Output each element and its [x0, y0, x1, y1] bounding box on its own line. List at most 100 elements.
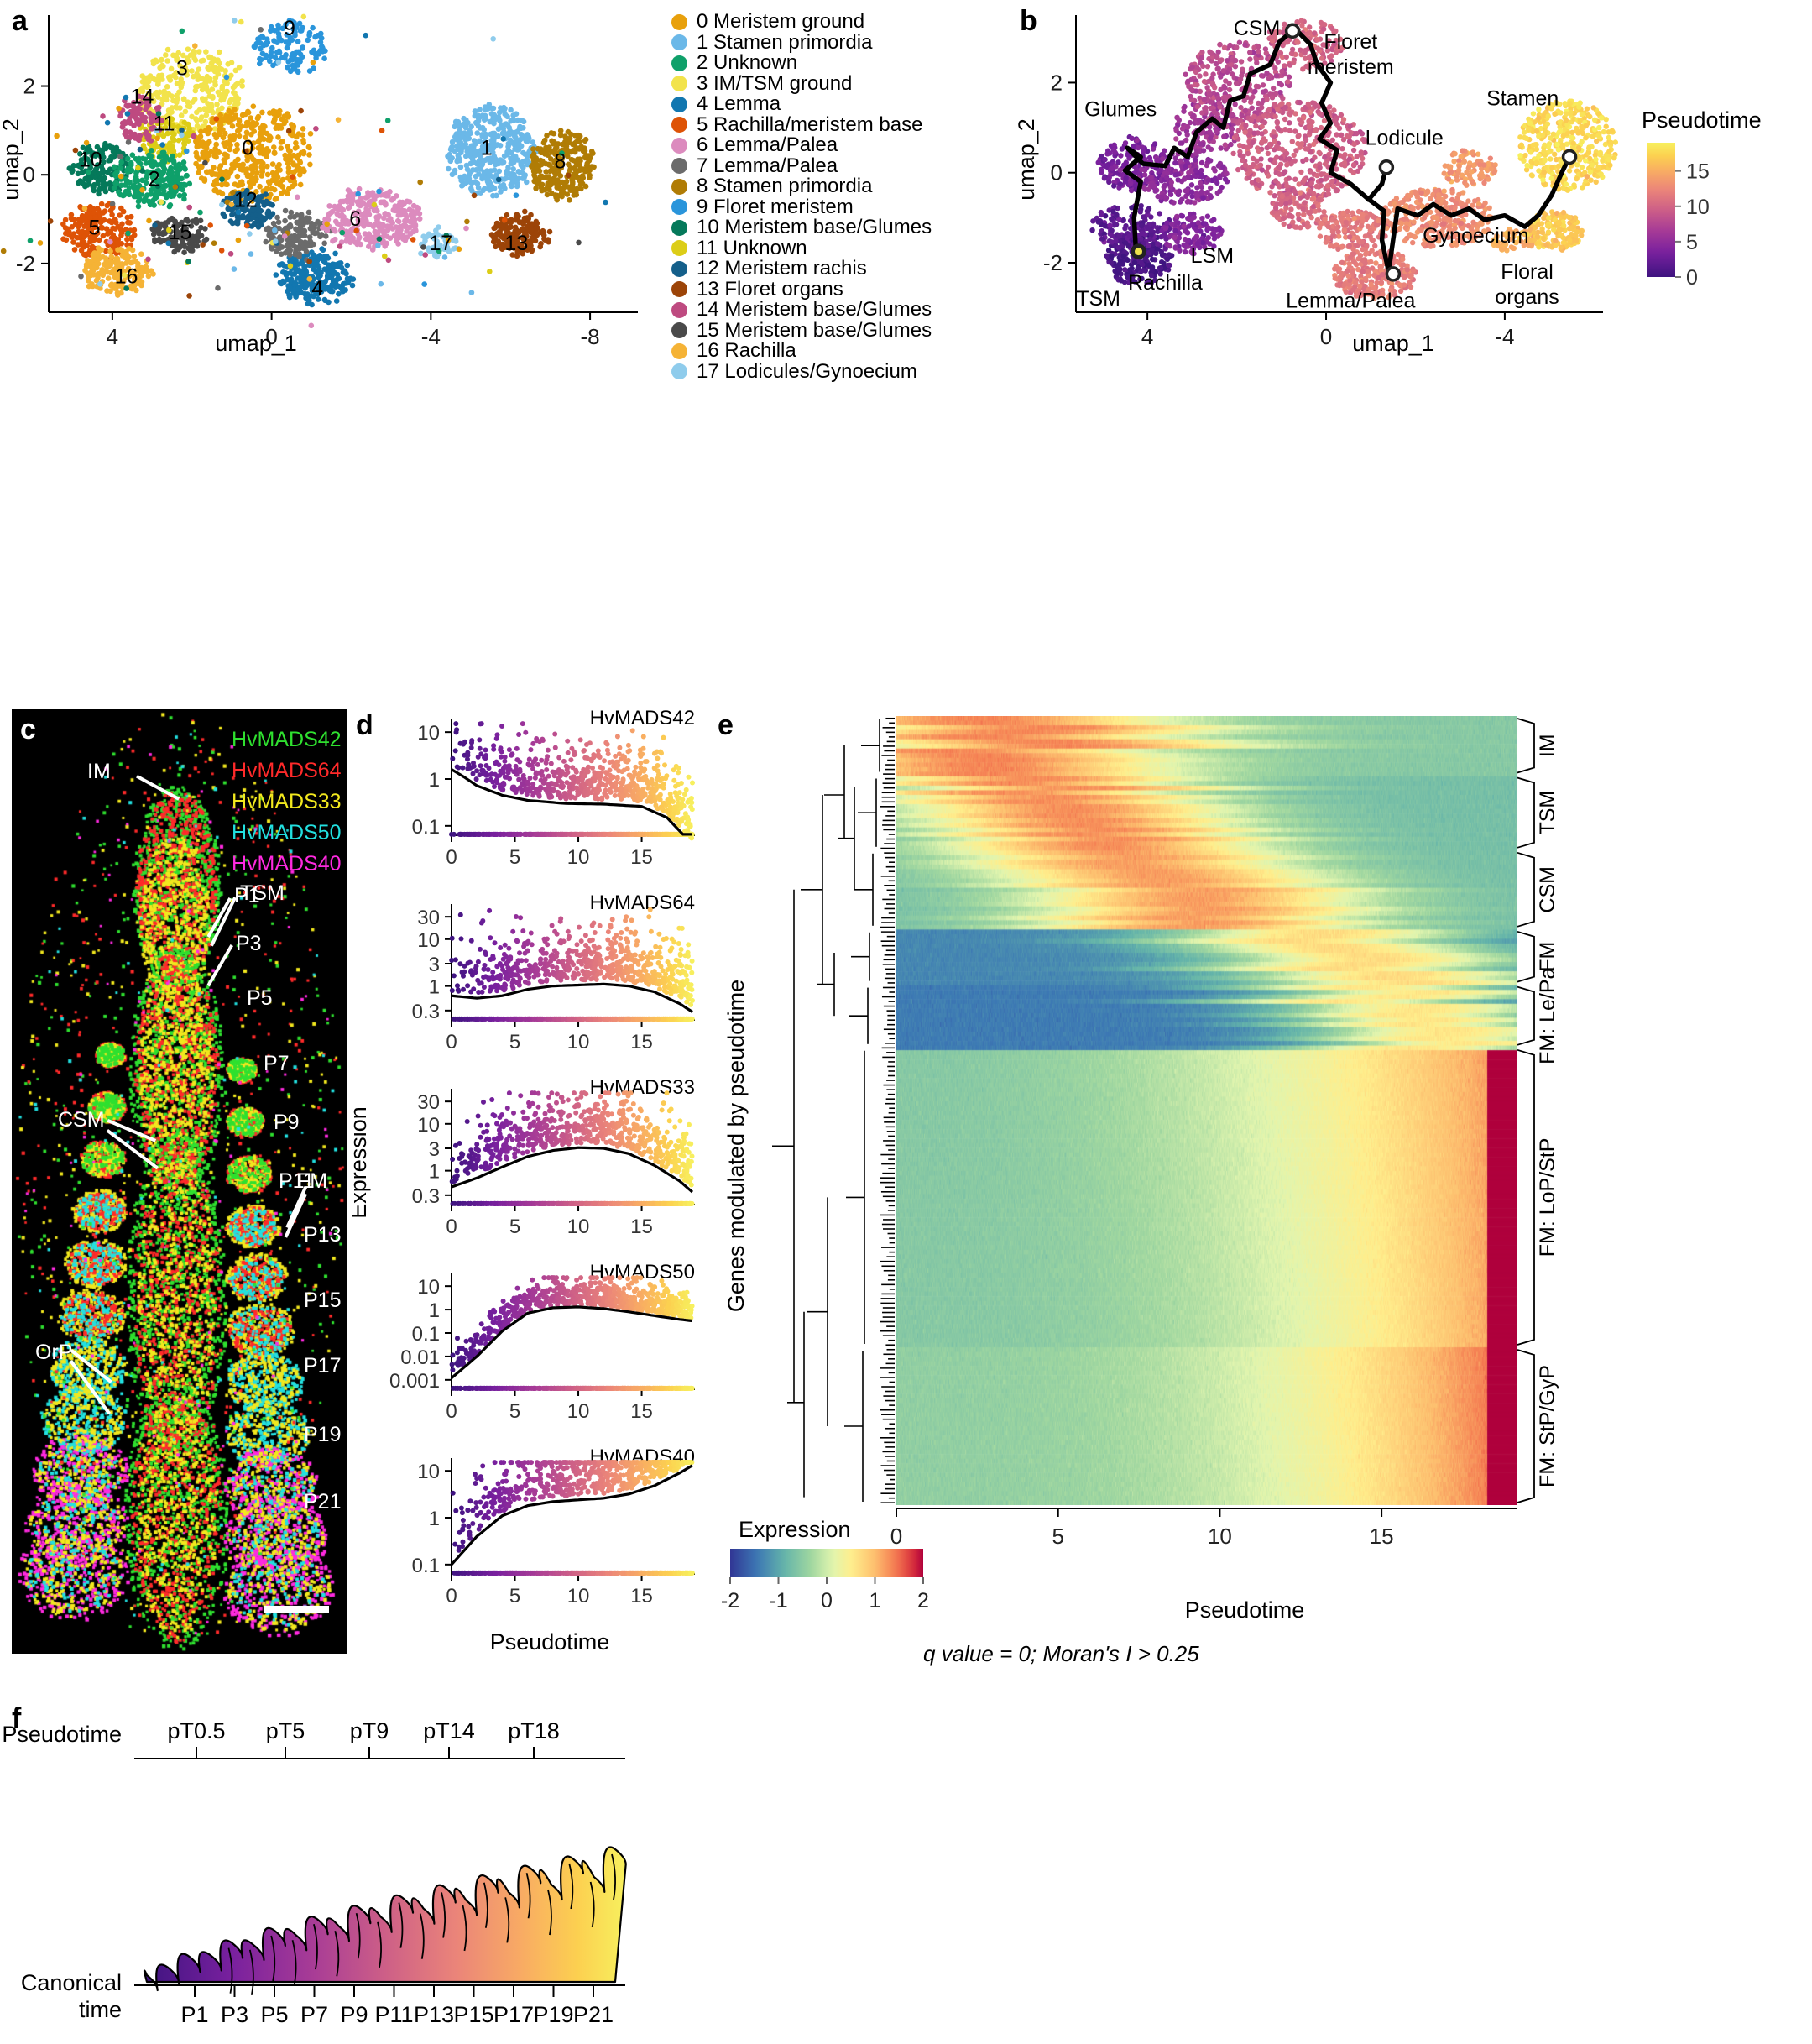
legend-swatch-4 — [671, 97, 687, 112]
gene-label-hvmads33: HvMADS33 — [232, 790, 342, 814]
legend-item-1[interactable]: 1 Stamen primordia — [671, 33, 948, 54]
panel-c-label-p1: P1 — [234, 884, 260, 908]
svg-text:8: 8 — [555, 149, 567, 173]
svg-text:0: 0 — [23, 162, 35, 187]
legend-label-2: 2 Unknown — [697, 53, 797, 73]
svg-text:9: 9 — [284, 17, 295, 40]
panel-c-label-p7: P7 — [264, 1052, 290, 1076]
panel-c-label-p21: P21 — [304, 1490, 341, 1514]
svg-text:0: 0 — [242, 136, 253, 159]
panel-e-caption: q value = 0; Moran's I > 0.25 — [923, 1641, 1199, 1667]
legend-item-0[interactable]: 0 Meristem ground — [671, 12, 948, 33]
panel-e-ylabel: Genes modulated by pseudotime — [723, 980, 749, 1312]
svg-text:2: 2 — [149, 167, 160, 191]
legend-item-16[interactable]: 16 Rachilla — [671, 341, 948, 362]
svg-text:17: 17 — [429, 232, 452, 255]
svg-text:16: 16 — [115, 265, 138, 289]
legend-label-17: 17 Lodicules/Gynoecium — [697, 362, 917, 382]
legend-label-14: 14 Meristem base/Glumes — [697, 300, 932, 320]
legend-label-7: 7 Lemma/Palea — [697, 156, 838, 176]
svg-text:1: 1 — [481, 136, 493, 159]
legend-label-3: 3 IM/TSM ground — [697, 74, 852, 94]
legend-swatch-16 — [671, 343, 687, 359]
legend-label-0: 0 Meristem ground — [697, 12, 864, 32]
legend-label-15: 15 Meristem base/Glumes — [697, 321, 932, 341]
legend-swatch-10 — [671, 220, 687, 236]
panel-d-xlabel: Pseudotime — [490, 1629, 610, 1655]
svg-text:14: 14 — [131, 86, 154, 109]
scale-bar — [264, 1606, 329, 1613]
legend-item-7[interactable]: 7 Lemma/Palea — [671, 156, 948, 177]
gene-label-hvmads64: HvMADS64 — [232, 759, 342, 783]
legend-item-4[interactable]: 4 Lemma — [671, 94, 948, 115]
legend-label-1: 1 Stamen primordia — [697, 33, 872, 53]
legend-item-10[interactable]: 10 Meristem base/Glumes — [671, 217, 948, 238]
legend-swatch-12 — [671, 261, 687, 277]
legend-swatch-15 — [671, 322, 687, 338]
panel-d-ylabel: Expression — [352, 1106, 371, 1219]
svg-text:15: 15 — [169, 221, 192, 244]
panel-a-xlabel: umap_1 — [215, 331, 297, 356]
panel-e-xlabel: Pseudotime — [1185, 1597, 1305, 1623]
svg-text:2: 2 — [23, 74, 35, 99]
gene-label-hvmads50: HvMADS50 — [232, 821, 342, 845]
legend-swatch-17 — [671, 363, 687, 379]
legend-item-14[interactable]: 14 Meristem base/Glumes — [671, 300, 948, 321]
legend-item-13[interactable]: 13 Floret organs — [671, 280, 948, 301]
panel-c-label-p19: P19 — [304, 1423, 341, 1447]
svg-text:-4: -4 — [421, 324, 441, 349]
gene-label-hvmads40: HvMADS40 — [232, 852, 342, 876]
legend-item-2[interactable]: 2 Unknown — [671, 53, 948, 74]
legend-item-12[interactable]: 12 Meristem rachis — [671, 259, 948, 280]
legend-label-6: 6 Lemma/Palea — [697, 135, 838, 155]
legend-item-5[interactable]: 5 Rachilla/meristem base — [671, 115, 948, 136]
panel-c-label-orp: OrP — [35, 1341, 72, 1365]
legend-item-15[interactable]: 15 Meristem base/Glumes — [671, 321, 948, 342]
legend-label-13: 13 Floret organs — [697, 280, 843, 300]
legend-swatch-14 — [671, 302, 687, 318]
legend-label-11: 11 Unknown — [697, 238, 807, 259]
legend-item-9[interactable]: 9 Floret meristem — [671, 197, 948, 218]
svg-text:-2: -2 — [16, 251, 35, 276]
legend-label-10: 10 Meristem base/Glumes — [697, 217, 932, 238]
legend-swatch-6 — [671, 138, 687, 154]
legend-label-4: 4 Lemma — [697, 94, 781, 114]
panel-c-label-p17: P17 — [304, 1354, 341, 1378]
panel-c-label-im: IM — [87, 760, 111, 784]
svg-text:6: 6 — [349, 207, 361, 231]
heatmap-canvas — [896, 716, 1517, 1505]
legend-label-5: 5 Rachilla/meristem base — [697, 115, 922, 135]
panel-b-xlabel: umap_1 — [1352, 331, 1434, 356]
panel-c-label-p3: P3 — [236, 932, 262, 956]
legend-label-16: 16 Rachilla — [697, 341, 796, 361]
svg-text:4: 4 — [107, 324, 118, 349]
legend-item-3[interactable]: 3 IM/TSM ground — [671, 74, 948, 95]
legend-swatch-2 — [671, 55, 687, 71]
legend-item-17[interactable]: 17 Lodicules/Gynoecium — [671, 362, 948, 383]
svg-text:3: 3 — [176, 56, 188, 80]
legend-item-11[interactable]: 11 Unknown — [671, 238, 948, 259]
svg-text:-8: -8 — [581, 324, 600, 349]
panel-c-label-p9: P9 — [274, 1111, 300, 1135]
svg-text:11: 11 — [154, 112, 175, 135]
svg-text:13: 13 — [504, 232, 528, 255]
legend-label-8: 8 Stamen primordia — [697, 176, 872, 196]
svg-text:-2: -2 — [1043, 250, 1063, 275]
legend-label-9: 9 Floret meristem — [697, 197, 854, 217]
legend-swatch-11 — [671, 240, 687, 256]
panel-c-label-p13: P13 — [304, 1223, 341, 1247]
legend-item-6[interactable]: 6 Lemma/Palea — [671, 135, 948, 156]
svg-text:0: 0 — [1051, 160, 1063, 186]
svg-text:2: 2 — [1051, 70, 1063, 95]
panel-c-gene-legend: HvMADS42 HvMADS64 HvMADS33 HvMADS50 HvMADS40 — [232, 728, 342, 883]
legend-swatch-13 — [671, 281, 687, 297]
legend-swatch-3 — [671, 76, 687, 91]
gene-label-hvmads42: HvMADS42 — [232, 728, 342, 752]
legend-item-8[interactable]: 8 Stamen primordia — [671, 176, 948, 197]
